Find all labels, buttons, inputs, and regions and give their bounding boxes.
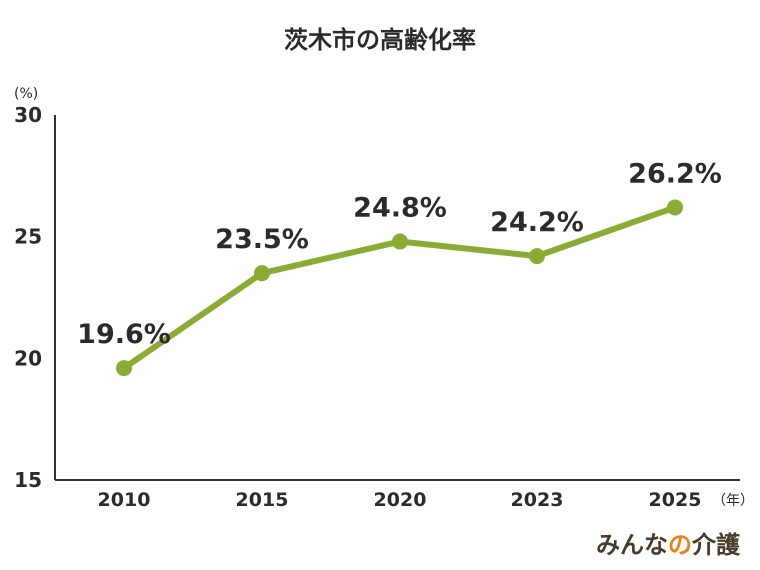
x-tick-label: 2010 bbox=[98, 489, 151, 511]
data-point bbox=[667, 199, 683, 216]
x-tick-label: 2023 bbox=[511, 489, 564, 511]
chart-title: 茨木市の高齢化率 bbox=[284, 26, 476, 54]
data-label: 19.6% bbox=[77, 319, 171, 350]
data-point bbox=[392, 233, 408, 250]
data-point bbox=[116, 360, 132, 377]
data-point bbox=[254, 265, 270, 282]
y-tick-labels: 15 20 25 30 bbox=[14, 103, 42, 492]
y-tick-label: 30 bbox=[14, 103, 42, 127]
y-tick-label: 20 bbox=[14, 346, 42, 370]
data-label: 23.5% bbox=[215, 224, 309, 255]
y-tick-label: 25 bbox=[14, 225, 42, 249]
data-point bbox=[529, 248, 545, 265]
y-tick-label: 15 bbox=[14, 468, 42, 492]
data-label: 26.2% bbox=[628, 158, 722, 189]
y-axis-unit: (%) bbox=[14, 86, 38, 102]
data-label: 24.2% bbox=[490, 207, 584, 238]
x-tick-labels: 2010 2015 2020 2023 2025 bbox=[98, 489, 702, 511]
x-tick-label: 2025 bbox=[649, 489, 702, 511]
x-tick-label: 2015 bbox=[236, 489, 289, 511]
brand-logo: みんなの介護 bbox=[596, 531, 740, 559]
data-points bbox=[116, 199, 683, 377]
series-line bbox=[121, 204, 678, 372]
data-labels: 19.6% 23.5% 24.8% 24.2% 26.2% bbox=[77, 158, 722, 350]
x-tick-label: 2020 bbox=[374, 489, 427, 511]
data-label: 24.8% bbox=[353, 193, 447, 224]
x-axis-unit: （年） bbox=[712, 493, 754, 509]
